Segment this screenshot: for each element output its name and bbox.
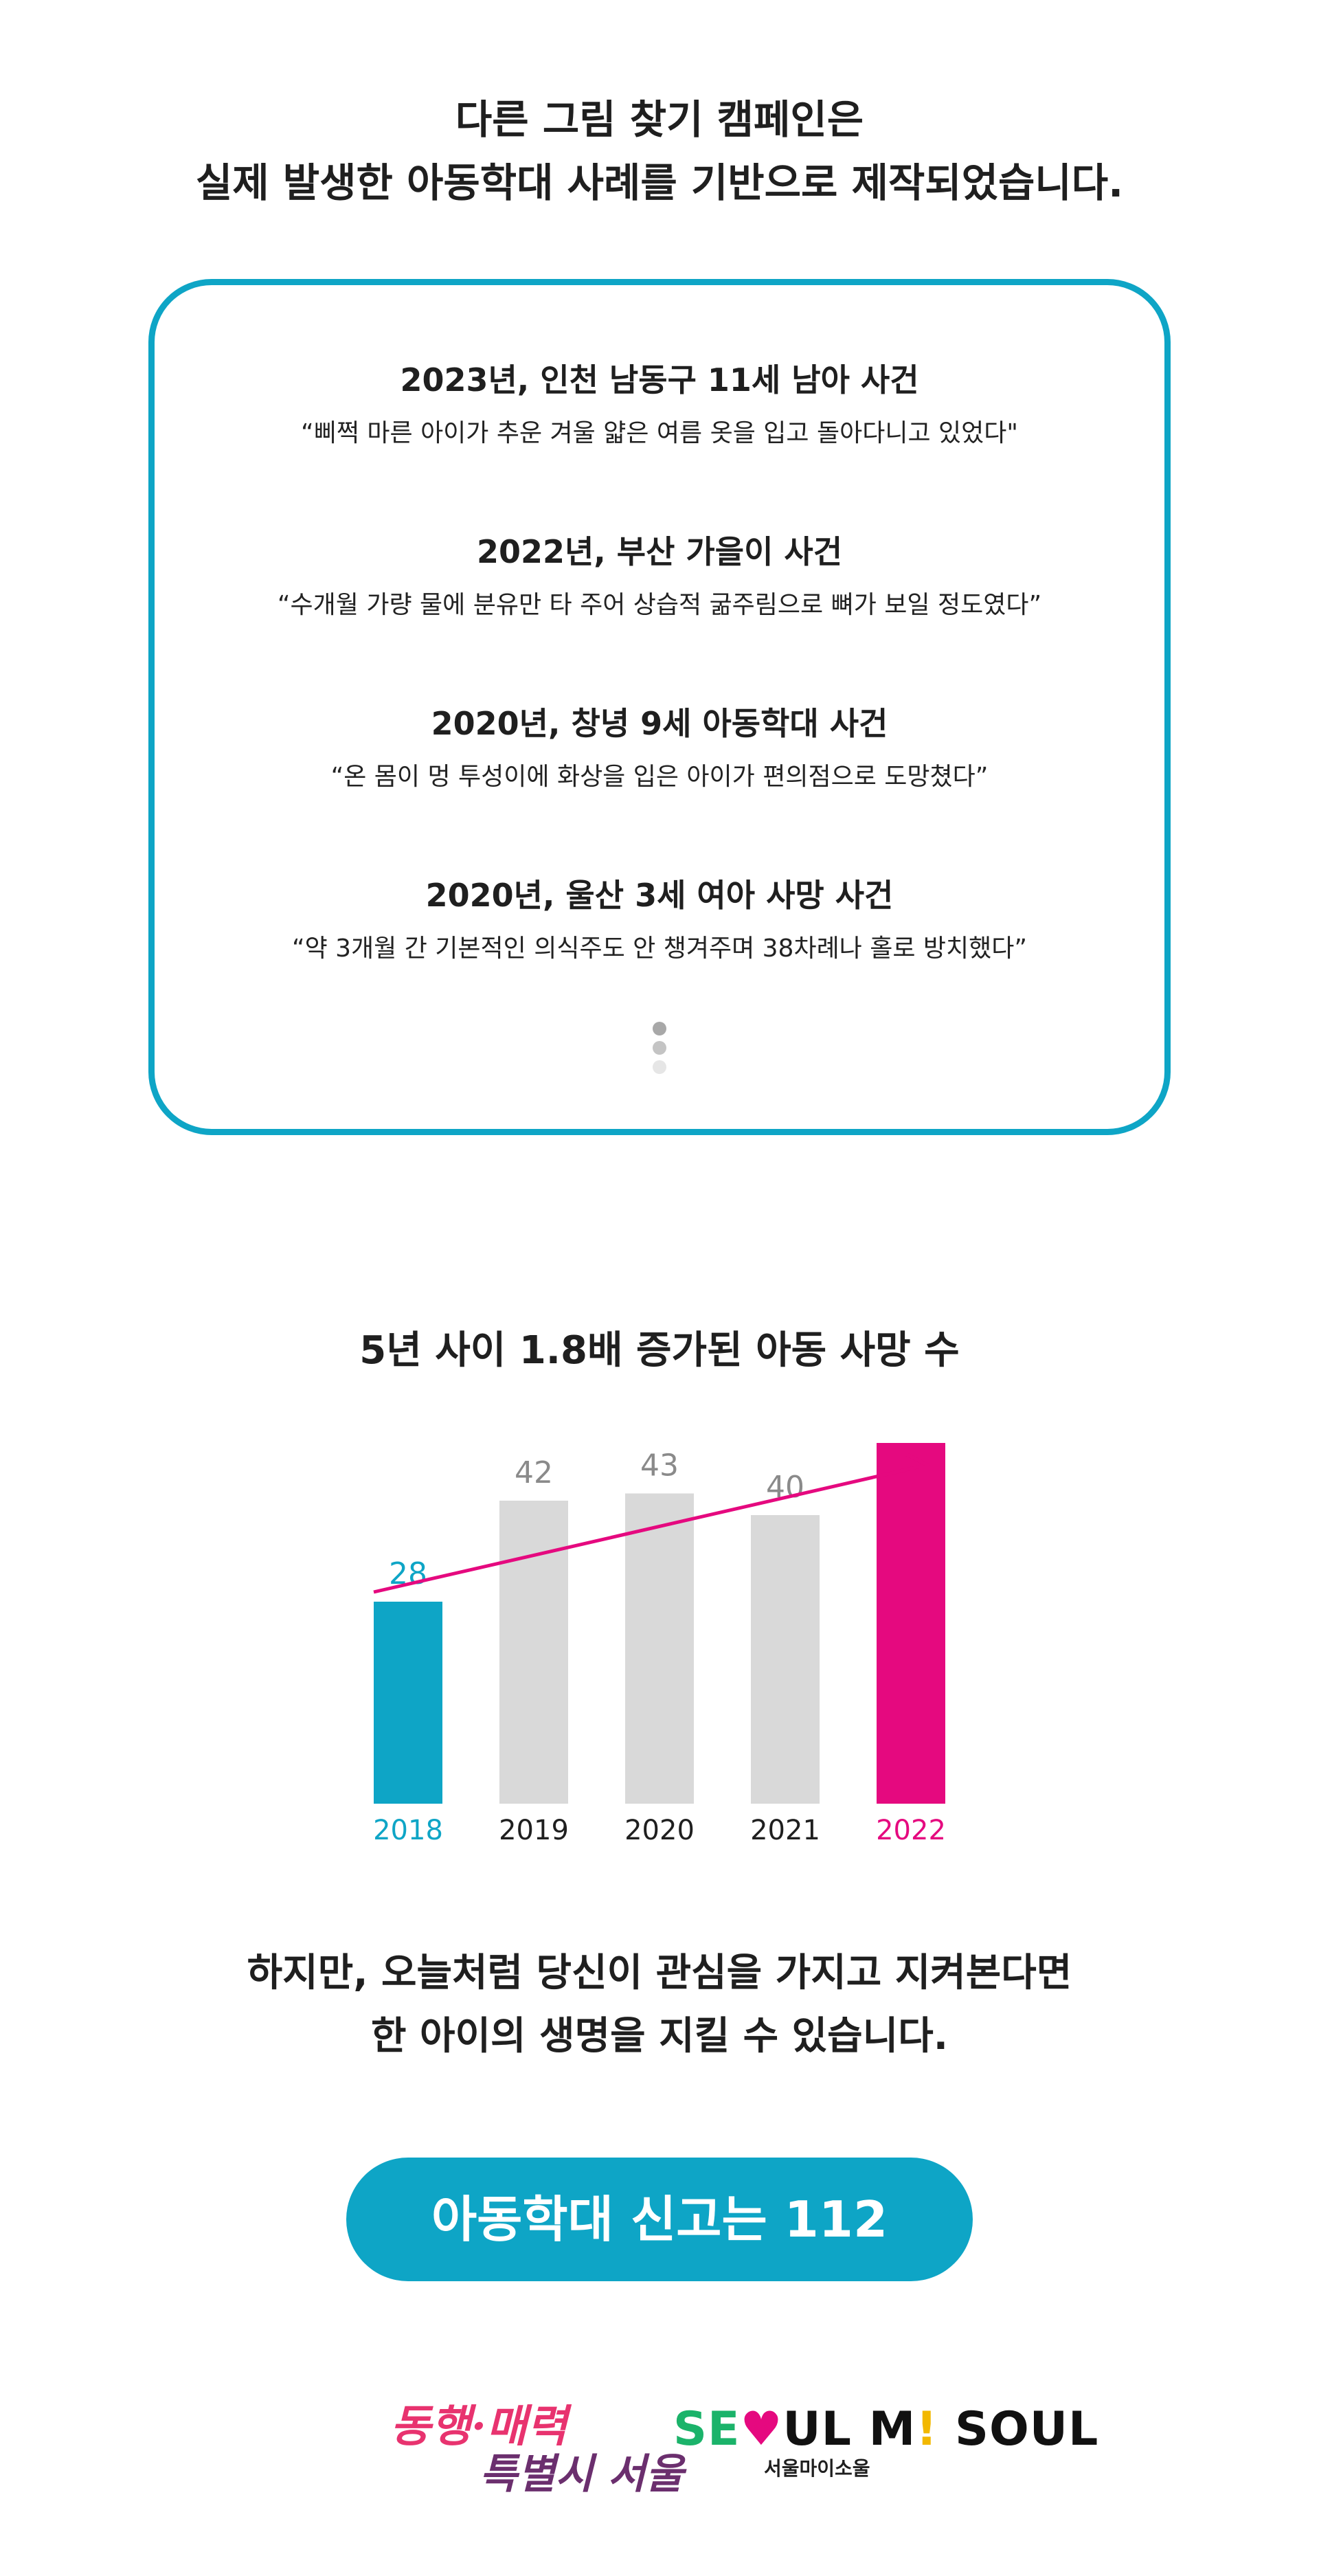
scroll-indicator[interactable] [651,1022,668,1079]
case-title: 2020년, 울산 3세 여아 사망 사건 [425,877,894,914]
bar-2021 [751,1515,820,1804]
case-quote: “온 몸이 멍 투성이에 화상을 입은 아이가 편의점으로 도망쳤다” [330,763,989,791]
seoul-slogan-logo: 동행·매력 특별시 서울 [390,2391,684,2501]
case-item: 2023년, 인천 남동구 11세 남아 사건 “삐쩍 마른 아이가 추운 겨울… [155,359,1164,449]
closing-message: 하지만, 오늘처럼 당신이 관심을 가지고 지켜본다면 한 아이의 생명을 지킬… [0,1942,1319,2068]
bar-value-label: 42 [515,1455,553,1490]
case-title: 2023년, 인천 남동구 11세 남아 사건 [400,361,919,399]
seoul-my-soul-wordmark: SE♥UL M! SOUL [673,2402,1099,2456]
case-item: 2020년, 창녕 9세 아동학대 사건 “온 몸이 멍 투성이에 화상을 입은… [155,703,1164,792]
x-tick-label: 2019 [499,1815,569,1846]
x-tick-label: 2021 [750,1815,820,1846]
bar-chart: 282018422019432020402021502022 [373,1429,946,1846]
trend-arrow-line [373,1464,925,1594]
case-title: 2022년, 부산 가을이 사건 [476,533,843,570]
x-tick-label: 2022 [876,1815,946,1846]
trend-arrow-head-icon [904,1452,930,1484]
case-quote: “약 3개월 간 기본적인 의식주도 안 챙겨주며 38차례나 홀로 방치했다” [291,934,1028,963]
scroll-dot [653,1041,666,1055]
case-item: 2022년, 부산 가을이 사건 “수개월 가량 물에 분유만 타 주어 상습적… [155,531,1164,620]
seoul-my-soul-subtitle: 서울마이소울 [764,2457,870,2480]
seoul-slogan-line-2: 특별시 서울 [480,2450,684,2498]
x-tick-label: 2020 [624,1815,695,1846]
bar-value-label: 50 [892,1429,930,1433]
closing-line-1: 하지만, 오늘처럼 당신이 관심을 가지고 지켜본다면 [247,1951,1072,1995]
scroll-dot [653,1022,666,1035]
bar-2018 [374,1602,442,1804]
case-quote: “수개월 가량 물에 분유만 타 주어 상습적 굶주림으로 뼈가 보일 정도였다… [277,591,1042,619]
report-112-button[interactable]: 아동학대 신고는 112 [346,2158,973,2281]
intro-line-1: 다른 그림 찾기 캠페인은 [455,96,864,143]
bar-2022 [877,1443,945,1804]
case-list-box[interactable]: 2023년, 인천 남동구 11세 남아 사건 “삐쩍 마른 아이가 추운 겨울… [148,279,1171,1135]
seoul-slogan-line-1: 동행·매력 [390,2401,567,2452]
scroll-dot [653,1060,666,1074]
bar-2019 [499,1501,568,1804]
exclamation-icon: ! [916,2402,938,2456]
x-tick-label: 2018 [373,1815,443,1846]
seoul-my-soul-logo: SE♥UL M! SOUL 서울마이소울 [673,2402,1099,2491]
bar-value-label: 43 [640,1448,679,1483]
case-title: 2020년, 창녕 9세 아동학대 사건 [431,705,888,742]
closing-line-2: 한 아이의 생명을 지킬 수 있습니다. [370,2014,949,2059]
chart-title: 5년 사이 1.8배 증가된 아동 사망 수 [359,1328,960,1373]
intro-text: 다른 그림 찾기 캠페인은 실제 발생한 아동학대 사례를 기반으로 제작되었습… [0,88,1319,214]
case-item: 2020년, 울산 3세 여아 사망 사건 “약 3개월 간 기본적인 의식주도… [155,875,1164,964]
heart-icon: ♥ [740,2402,783,2456]
case-quote: “삐쩍 마른 아이가 추운 겨울 얇은 여름 옷을 입고 돌아다니고 있었다" [301,419,1018,447]
bar-2020 [625,1493,694,1804]
intro-line-2: 실제 발생한 아동학대 사례를 기반으로 제작되었습니다. [195,159,1124,206]
